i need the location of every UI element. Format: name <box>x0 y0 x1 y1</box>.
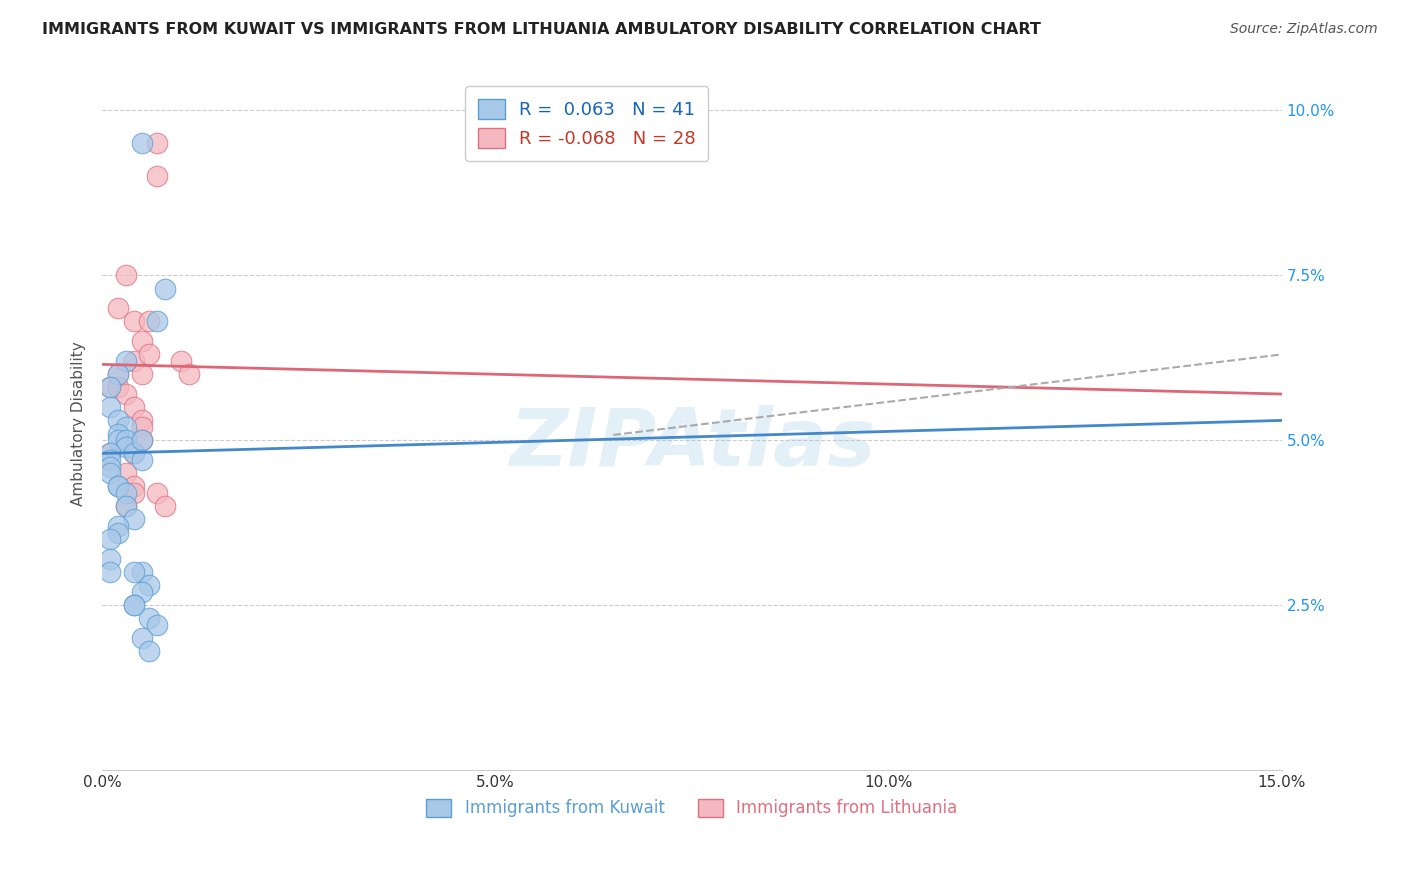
Point <box>131 585 153 599</box>
Point <box>98 552 121 566</box>
Point <box>146 169 169 184</box>
Point <box>122 314 145 328</box>
Point <box>131 136 153 151</box>
Point <box>122 446 145 460</box>
Text: IMMIGRANTS FROM KUWAIT VS IMMIGRANTS FROM LITHUANIA AMBULATORY DISABILITY CORREL: IMMIGRANTS FROM KUWAIT VS IMMIGRANTS FRO… <box>42 22 1040 37</box>
Point <box>153 281 176 295</box>
Point <box>131 631 153 645</box>
Point <box>98 401 121 415</box>
Point <box>107 479 129 493</box>
Point <box>177 368 200 382</box>
Point <box>107 525 129 540</box>
Point <box>122 565 145 579</box>
Point <box>170 354 193 368</box>
Point <box>131 420 153 434</box>
Point <box>131 334 153 349</box>
Point <box>114 499 136 513</box>
Point <box>98 466 121 480</box>
Point <box>107 368 129 382</box>
Point <box>131 434 153 448</box>
Point <box>131 565 153 579</box>
Point <box>138 314 160 328</box>
Point <box>107 519 129 533</box>
Text: ZIPAtlas: ZIPAtlas <box>509 406 875 483</box>
Point <box>146 314 169 328</box>
Text: Source: ZipAtlas.com: Source: ZipAtlas.com <box>1230 22 1378 37</box>
Point <box>131 453 153 467</box>
Point <box>602 136 624 151</box>
Point <box>122 401 145 415</box>
Point <box>122 512 145 526</box>
Point <box>122 479 145 493</box>
Point <box>131 368 153 382</box>
Point <box>98 459 121 474</box>
Y-axis label: Ambulatory Disability: Ambulatory Disability <box>72 342 86 506</box>
Point <box>114 434 136 448</box>
Point <box>122 486 145 500</box>
Point <box>114 268 136 283</box>
Point <box>146 618 169 632</box>
Point <box>107 479 129 493</box>
Point <box>107 413 129 427</box>
Point <box>122 354 145 368</box>
Point <box>146 486 169 500</box>
Point <box>138 611 160 625</box>
Point <box>114 420 136 434</box>
Point <box>138 578 160 592</box>
Point <box>107 380 129 394</box>
Point <box>153 499 176 513</box>
Legend: Immigrants from Kuwait, Immigrants from Lithuania: Immigrants from Kuwait, Immigrants from … <box>419 792 965 824</box>
Point <box>98 446 121 460</box>
Point <box>114 499 136 513</box>
Point <box>107 426 129 441</box>
Point <box>114 354 136 368</box>
Point <box>138 347 160 361</box>
Point <box>122 446 145 460</box>
Point <box>98 380 121 394</box>
Point <box>146 136 169 151</box>
Point <box>114 486 136 500</box>
Point <box>114 387 136 401</box>
Point <box>107 301 129 316</box>
Point <box>98 532 121 546</box>
Point <box>114 466 136 480</box>
Point <box>98 453 121 467</box>
Point <box>98 446 121 460</box>
Point <box>122 598 145 612</box>
Point <box>107 434 129 448</box>
Point <box>122 598 145 612</box>
Point <box>138 644 160 658</box>
Point <box>98 380 121 394</box>
Point <box>131 434 153 448</box>
Point <box>131 413 153 427</box>
Point <box>114 440 136 454</box>
Point <box>98 565 121 579</box>
Point <box>107 368 129 382</box>
